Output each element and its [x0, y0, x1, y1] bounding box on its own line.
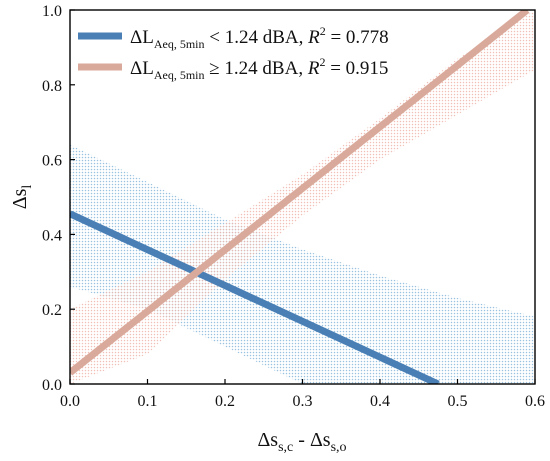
y-axis: 0.0 0.2 0.4 0.6 0.8 1.0 — [42, 3, 75, 394]
x-tick-label: 0.5 — [448, 393, 468, 410]
x-axis: 0.0 0.1 0.2 0.3 0.4 0.5 0.6 — [60, 379, 545, 410]
y-tick-label: 0.4 — [42, 227, 62, 244]
confidence-band-series-2 — [70, 10, 535, 384]
x-tick-label: 0.6 — [525, 393, 545, 410]
y-tick-label: 0.6 — [42, 153, 62, 170]
y-tick-label: 1.0 — [42, 3, 62, 20]
x-axis-title: Δss,c - Δss,o — [257, 429, 346, 455]
y-tick-label: 0.8 — [42, 78, 62, 95]
x-tick-label: 0.4 — [370, 393, 390, 410]
legend-label-series-2: ΔLAeq, 5min ≥ 1.24 dBA, R2 = 0.915 — [130, 55, 388, 82]
x-tick-label: 0.1 — [138, 393, 158, 410]
x-tick-label: 0.2 — [215, 393, 235, 410]
y-tick-label: 0.2 — [42, 302, 62, 319]
x-tick-label: 0.0 — [60, 393, 80, 410]
legend: ΔLAeq, 5min < 1.24 dBA, R2 = 0.778 ΔLAeq… — [78, 24, 389, 82]
plot-area — [70, 10, 535, 384]
x-tick-label: 0.3 — [293, 393, 313, 410]
y-tick-label: 0.0 — [42, 377, 62, 394]
legend-label-series-1: ΔLAeq, 5min < 1.24 dBA, R2 = 0.778 — [130, 24, 389, 51]
fit-line-series-2 — [70, 10, 530, 376]
fit-line-series-1 — [70, 210, 440, 384]
confidence-band-series-1 — [70, 144, 535, 384]
y-axis-title: Δsl — [9, 185, 35, 210]
